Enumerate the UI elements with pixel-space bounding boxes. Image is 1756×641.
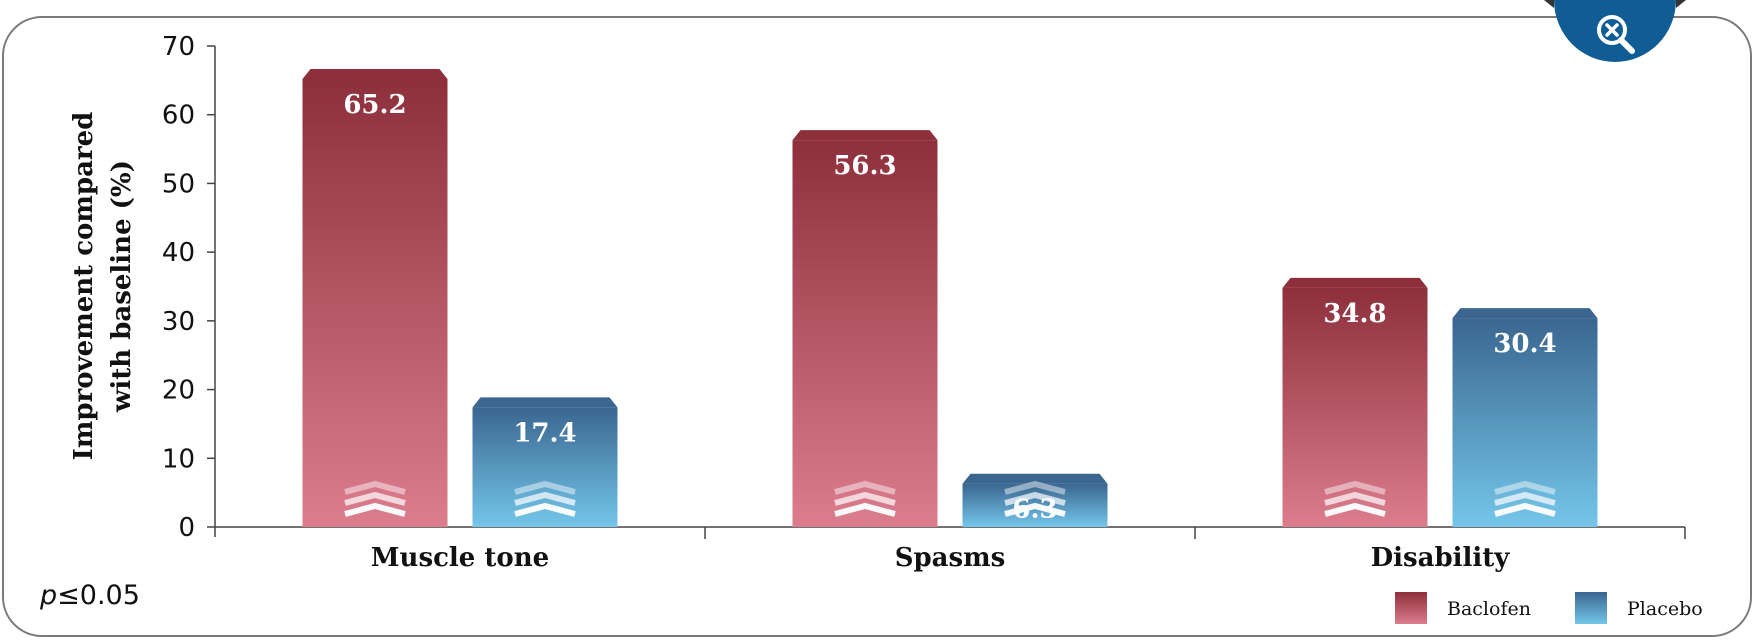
chevron-decoration xyxy=(344,491,406,506)
chevron-decoration xyxy=(344,480,406,495)
significance-note: p≤0.05 xyxy=(39,580,140,611)
bar-value-label: 30.4 xyxy=(1493,329,1556,359)
bar-value-label: 17.4 xyxy=(513,418,576,448)
bar-baclofen-spasms: 56.3 xyxy=(792,130,938,528)
bar-body xyxy=(792,140,938,528)
x-category-label: Muscle tone xyxy=(371,543,549,573)
chevron-decoration xyxy=(1004,480,1066,495)
bar-baclofen-muscle-tone: 65.2 xyxy=(302,68,448,528)
legend-item-placebo: Placebo xyxy=(1575,592,1703,624)
legend-swatch xyxy=(1575,592,1607,624)
chevron-decoration xyxy=(1494,491,1556,506)
bar-body xyxy=(1282,287,1428,527)
y-tick-label: 60 xyxy=(162,101,195,131)
bars-group: 65.2 17.4 56.3 6.3 34.8 30.4 xyxy=(302,68,1598,528)
chevron-decoration xyxy=(1494,480,1556,495)
zoom-out-magnifier-icon xyxy=(1544,0,1686,62)
legend-swatch xyxy=(1395,592,1427,624)
zoom-button[interactable] xyxy=(1540,0,1690,80)
bar-cap xyxy=(792,130,938,141)
y-tick-label: 20 xyxy=(162,376,195,406)
chevron-decoration xyxy=(834,502,896,517)
significance-note-value: ≤0.05 xyxy=(57,580,140,611)
y-tick-label: 30 xyxy=(162,307,195,337)
bar-placebo-muscle-tone: 17.4 xyxy=(472,397,618,527)
chevron-decoration xyxy=(514,480,576,495)
chevron-decoration xyxy=(1324,480,1386,495)
chevron-decoration xyxy=(1324,491,1386,506)
chevron-decoration xyxy=(514,491,576,506)
y-tick-label: 0 xyxy=(178,513,195,543)
bar-value-label: 6.3 xyxy=(1012,495,1057,525)
bar-placebo-spasms: 6.3 xyxy=(962,473,1108,527)
bar-body xyxy=(302,78,448,528)
legend-label: Baclofen xyxy=(1447,598,1531,620)
bar-baclofen-disability: 34.8 xyxy=(1282,277,1428,527)
y-tick-label: 50 xyxy=(162,169,195,199)
bar-cap xyxy=(962,473,1108,484)
chevron-decoration xyxy=(1004,491,1066,506)
legend-label: Placebo xyxy=(1627,598,1703,620)
chevron-decoration xyxy=(834,491,896,506)
x-category-label: Disability xyxy=(1371,543,1511,573)
bar-cap xyxy=(472,397,618,408)
bar-cap xyxy=(1452,308,1598,319)
legend: Baclofen Placebo xyxy=(1395,592,1703,624)
chevron-decoration xyxy=(834,480,896,495)
bar-value-label: 65.2 xyxy=(343,90,406,120)
bar-placebo-disability: 30.4 xyxy=(1452,308,1598,527)
chevron-decoration xyxy=(514,502,576,517)
y-axis-label-line: with baseline (%) xyxy=(107,160,137,413)
bar-cap xyxy=(1282,277,1428,288)
chevron-decoration xyxy=(1494,502,1556,517)
y-axis-label: Improvement compared with baseline (%) xyxy=(69,112,137,461)
chevron-decoration xyxy=(1324,502,1386,517)
bar-value-label: 34.8 xyxy=(1323,299,1386,329)
bar-cap xyxy=(302,68,448,79)
y-tick-label: 40 xyxy=(162,238,195,268)
y-axis-label-line: Improvement compared xyxy=(69,112,99,461)
chevron-decoration xyxy=(344,502,406,517)
y-tick-label: 10 xyxy=(162,444,195,474)
chevron-decoration xyxy=(1004,502,1066,517)
x-category-label: Spasms xyxy=(895,543,1006,573)
legend-item-baclofen: Baclofen xyxy=(1395,592,1531,624)
y-tick-label: 70 xyxy=(162,32,195,62)
bar-value-label: 56.3 xyxy=(833,151,896,181)
axes: 0 10 20 30 40 50 60 70 Muscle tone Spasms Disabili… xyxy=(162,32,1686,573)
